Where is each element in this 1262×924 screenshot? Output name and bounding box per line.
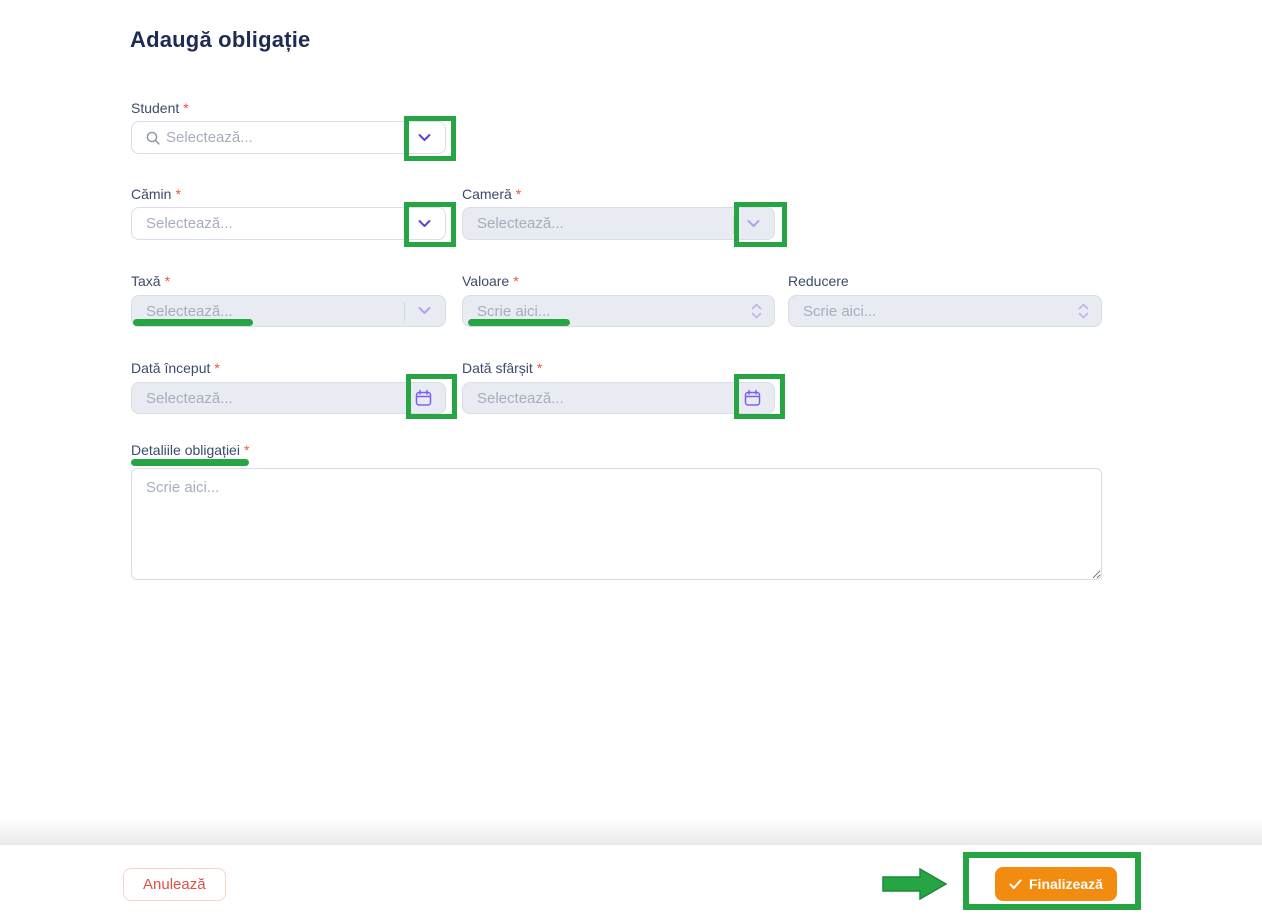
data-sfarsit-placeholder: Selectează... [477,389,564,407]
chevron-down-icon [747,219,760,228]
number-stepper [751,303,762,319]
data-sfarsit-picker[interactable]: Selectează... [462,382,775,414]
reducere-placeholder: Scrie aici... [803,302,877,320]
detalii-textarea[interactable] [131,468,1102,580]
camin-select[interactable]: Selectează... [131,207,446,240]
camin-label: Cămin * [131,186,181,202]
student-placeholder: Selectează... [166,129,253,146]
annotation-box-camin-chevron [404,202,456,247]
data-sfarsit-label: Dată sfârșit * [462,360,543,376]
chevron-down-icon [751,312,762,319]
chevron-up-icon [751,303,762,310]
chevron-down-icon [1078,312,1089,319]
cancel-button[interactable]: Anulează [123,868,226,901]
camera-select: Selectează... [462,207,775,240]
annotation-underline-valoare [468,319,570,326]
student-select[interactable]: Selectează... [131,121,446,154]
taxa-placeholder: Selectează... [146,302,233,320]
select-divider [733,215,734,234]
footer-shadow [0,818,1262,845]
chevron-down-icon[interactable] [418,133,431,142]
finalize-button[interactable]: Finalizează [995,867,1117,901]
required-asterisk: * [164,273,171,289]
check-icon [1009,879,1022,890]
required-asterisk: * [175,186,181,202]
data-inceput-placeholder: Selectează... [146,389,233,407]
required-asterisk: * [515,186,522,202]
calendar-icon[interactable] [415,389,432,407]
annotation-arrow [882,867,948,901]
calendar-icon[interactable] [744,389,761,407]
annotation-box-finalize-button [963,852,1141,910]
annotation-box-data-sfarsit-calendar [734,374,785,419]
required-asterisk: * [243,442,250,458]
required-asterisk: * [536,360,543,376]
select-divider [404,302,405,321]
camera-label: Cameră * [462,186,522,202]
annotation-box-data-inceput-calendar [406,374,457,419]
annotation-box-camera-chevron [734,202,787,247]
camin-placeholder: Selectează... [146,215,233,232]
annotation-underline-taxa [133,319,253,326]
student-label: Student * [131,100,189,116]
chevron-down-icon[interactable] [418,219,431,228]
page-title: Adaugă obligație [130,27,311,52]
detalii-label: Detaliile obligației * [131,442,250,458]
camera-placeholder: Selectează... [477,215,564,232]
chevron-up-icon [1078,303,1089,310]
number-stepper [1078,303,1089,319]
annotation-underline-detalii [131,459,249,466]
annotation-box-student-chevron [404,116,456,161]
valoare-input: Scrie aici... [462,295,775,327]
reducere-label: Reducere [788,273,849,289]
required-asterisk: * [513,273,519,289]
required-asterisk: * [214,360,220,376]
data-inceput-picker[interactable]: Selectează... [131,382,446,414]
required-asterisk: * [183,100,189,116]
reducere-input: Scrie aici... [788,295,1102,327]
data-inceput-label: Dată început * [131,360,220,376]
chevron-down-icon [418,307,431,316]
valoare-placeholder: Scrie aici... [477,302,551,320]
search-icon [145,130,161,146]
taxa-label: Taxă * [131,273,171,289]
valoare-label: Valoare * [462,273,519,289]
